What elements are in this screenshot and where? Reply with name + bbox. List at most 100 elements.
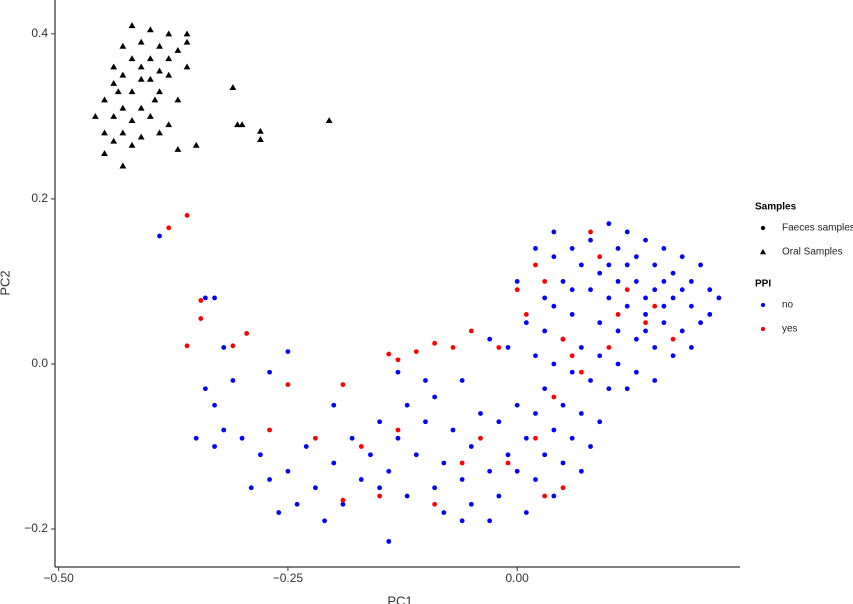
point [114,88,122,95]
point [322,518,327,524]
points [91,22,722,544]
point [578,369,584,375]
point [174,96,182,103]
x-tick-label: −0.25 [273,571,304,585]
point [505,452,511,458]
point [119,129,127,136]
point [643,237,648,243]
point [423,378,428,383]
point [468,444,474,449]
point [340,501,346,507]
point [377,419,383,425]
point [285,349,291,354]
point [395,435,401,441]
point [716,295,722,301]
point [551,229,557,235]
point [386,539,392,544]
point [588,378,593,383]
point [661,246,667,251]
point [423,419,428,425]
point [707,312,713,317]
point [624,303,630,309]
point [606,262,612,268]
point [229,84,237,91]
point [183,38,191,45]
legend-marker [760,225,766,231]
point [128,117,136,124]
point [404,493,410,499]
point [542,493,548,499]
point [459,477,465,482]
point [157,233,162,239]
point [560,460,566,466]
y-tick-label: 0.2 [31,191,48,205]
point [230,343,236,349]
point [151,96,159,103]
point [597,254,603,260]
point [119,104,127,111]
point [212,444,217,449]
point [156,88,163,95]
point [597,353,603,359]
point [523,312,529,317]
point [303,444,309,449]
point [450,345,456,350]
point [128,55,136,62]
point [267,369,272,375]
point [165,71,173,78]
point [119,162,127,169]
point [377,493,383,499]
point [198,298,204,303]
point [615,246,621,251]
point [551,493,557,499]
point [578,345,584,350]
point [505,460,511,466]
point [459,518,465,524]
point [533,411,538,416]
point [174,145,182,152]
point [533,435,538,441]
point [313,485,318,491]
point [487,468,493,474]
point [606,221,612,227]
point [165,55,173,62]
point [615,361,621,367]
point [395,427,401,433]
point [588,237,593,243]
point [137,104,145,111]
point [146,55,154,62]
point [212,295,217,301]
point [533,246,538,251]
y-tick-label: 0.4 [31,26,48,40]
point [496,419,502,425]
point [670,353,676,359]
point [331,460,337,466]
point [166,225,172,231]
point [514,402,520,408]
point [505,345,511,350]
point [119,42,127,49]
point [238,121,246,128]
point [688,303,694,309]
point [487,336,493,342]
point [128,88,136,95]
point [643,328,648,334]
point [478,435,483,441]
point [110,63,118,70]
y-axis-title: PC2 [0,270,12,295]
point [156,129,163,136]
point [91,112,99,119]
point [432,485,438,491]
point [267,477,272,482]
point [661,279,667,284]
point [624,386,630,392]
point [679,287,685,293]
point [670,295,676,301]
point [615,312,621,317]
point [551,254,557,260]
point [313,435,318,441]
point [128,141,136,148]
y-tick-label: −0.2 [24,521,48,535]
point [221,427,227,433]
point [137,38,145,45]
